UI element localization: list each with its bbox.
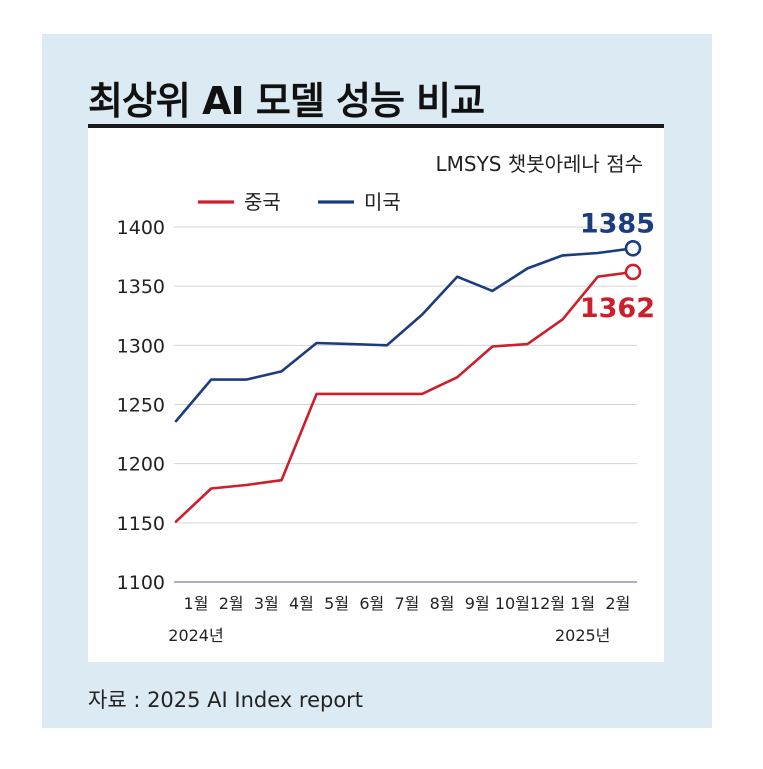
series-end-label-0: 1362 (580, 293, 655, 324)
source-note: 자료 : 2025 AI Index report (88, 688, 364, 712)
x-tick-label: 8월 (430, 594, 455, 613)
series-line-0 (174, 270, 635, 523)
x-year-label: 2025년 (555, 626, 610, 645)
series-end-label-1: 1385 (580, 208, 655, 239)
title-divider (88, 124, 664, 128)
legend-label-1: 미국 (364, 190, 401, 214)
chart-subtitle: LMSYS 챗봇아레나 점수 (435, 152, 643, 176)
legend-label-0: 중국 (244, 190, 281, 214)
series-end-marker-0 (624, 263, 642, 281)
x-tick-label: 4월 (289, 594, 314, 613)
x-tick-label: 7월 (394, 594, 419, 613)
y-tick-label: 1400 (117, 217, 165, 239)
y-tick-label: 1250 (117, 395, 165, 417)
x-tick-label: 6월 (359, 594, 384, 613)
chart-title: 최상위 AI 모델 성능 비교 (88, 79, 485, 123)
x-tick-label: 3월 (254, 594, 279, 613)
y-tick-label: 1100 (117, 572, 165, 594)
x-tick-label: 2월 (219, 594, 244, 613)
x-tick-label: 12월 (530, 594, 565, 613)
x-tick-label: 5월 (324, 594, 349, 613)
x-tick-label: 9월 (465, 594, 490, 613)
y-tick-label: 1350 (117, 276, 165, 298)
y-tick-label: 1300 (117, 335, 165, 357)
x-tick-label: 10월 (495, 594, 530, 613)
x-tick-label: 2월 (605, 594, 630, 613)
x-tick-label: 1월 (184, 594, 209, 613)
y-tick-label: 1200 (117, 454, 165, 476)
y-tick-label: 1150 (117, 513, 165, 535)
x-tick-label: 1월 (570, 594, 595, 613)
series-end-marker-1 (624, 240, 642, 257)
x-year-label: 2024년 (168, 626, 223, 645)
series-line-1 (174, 247, 635, 423)
